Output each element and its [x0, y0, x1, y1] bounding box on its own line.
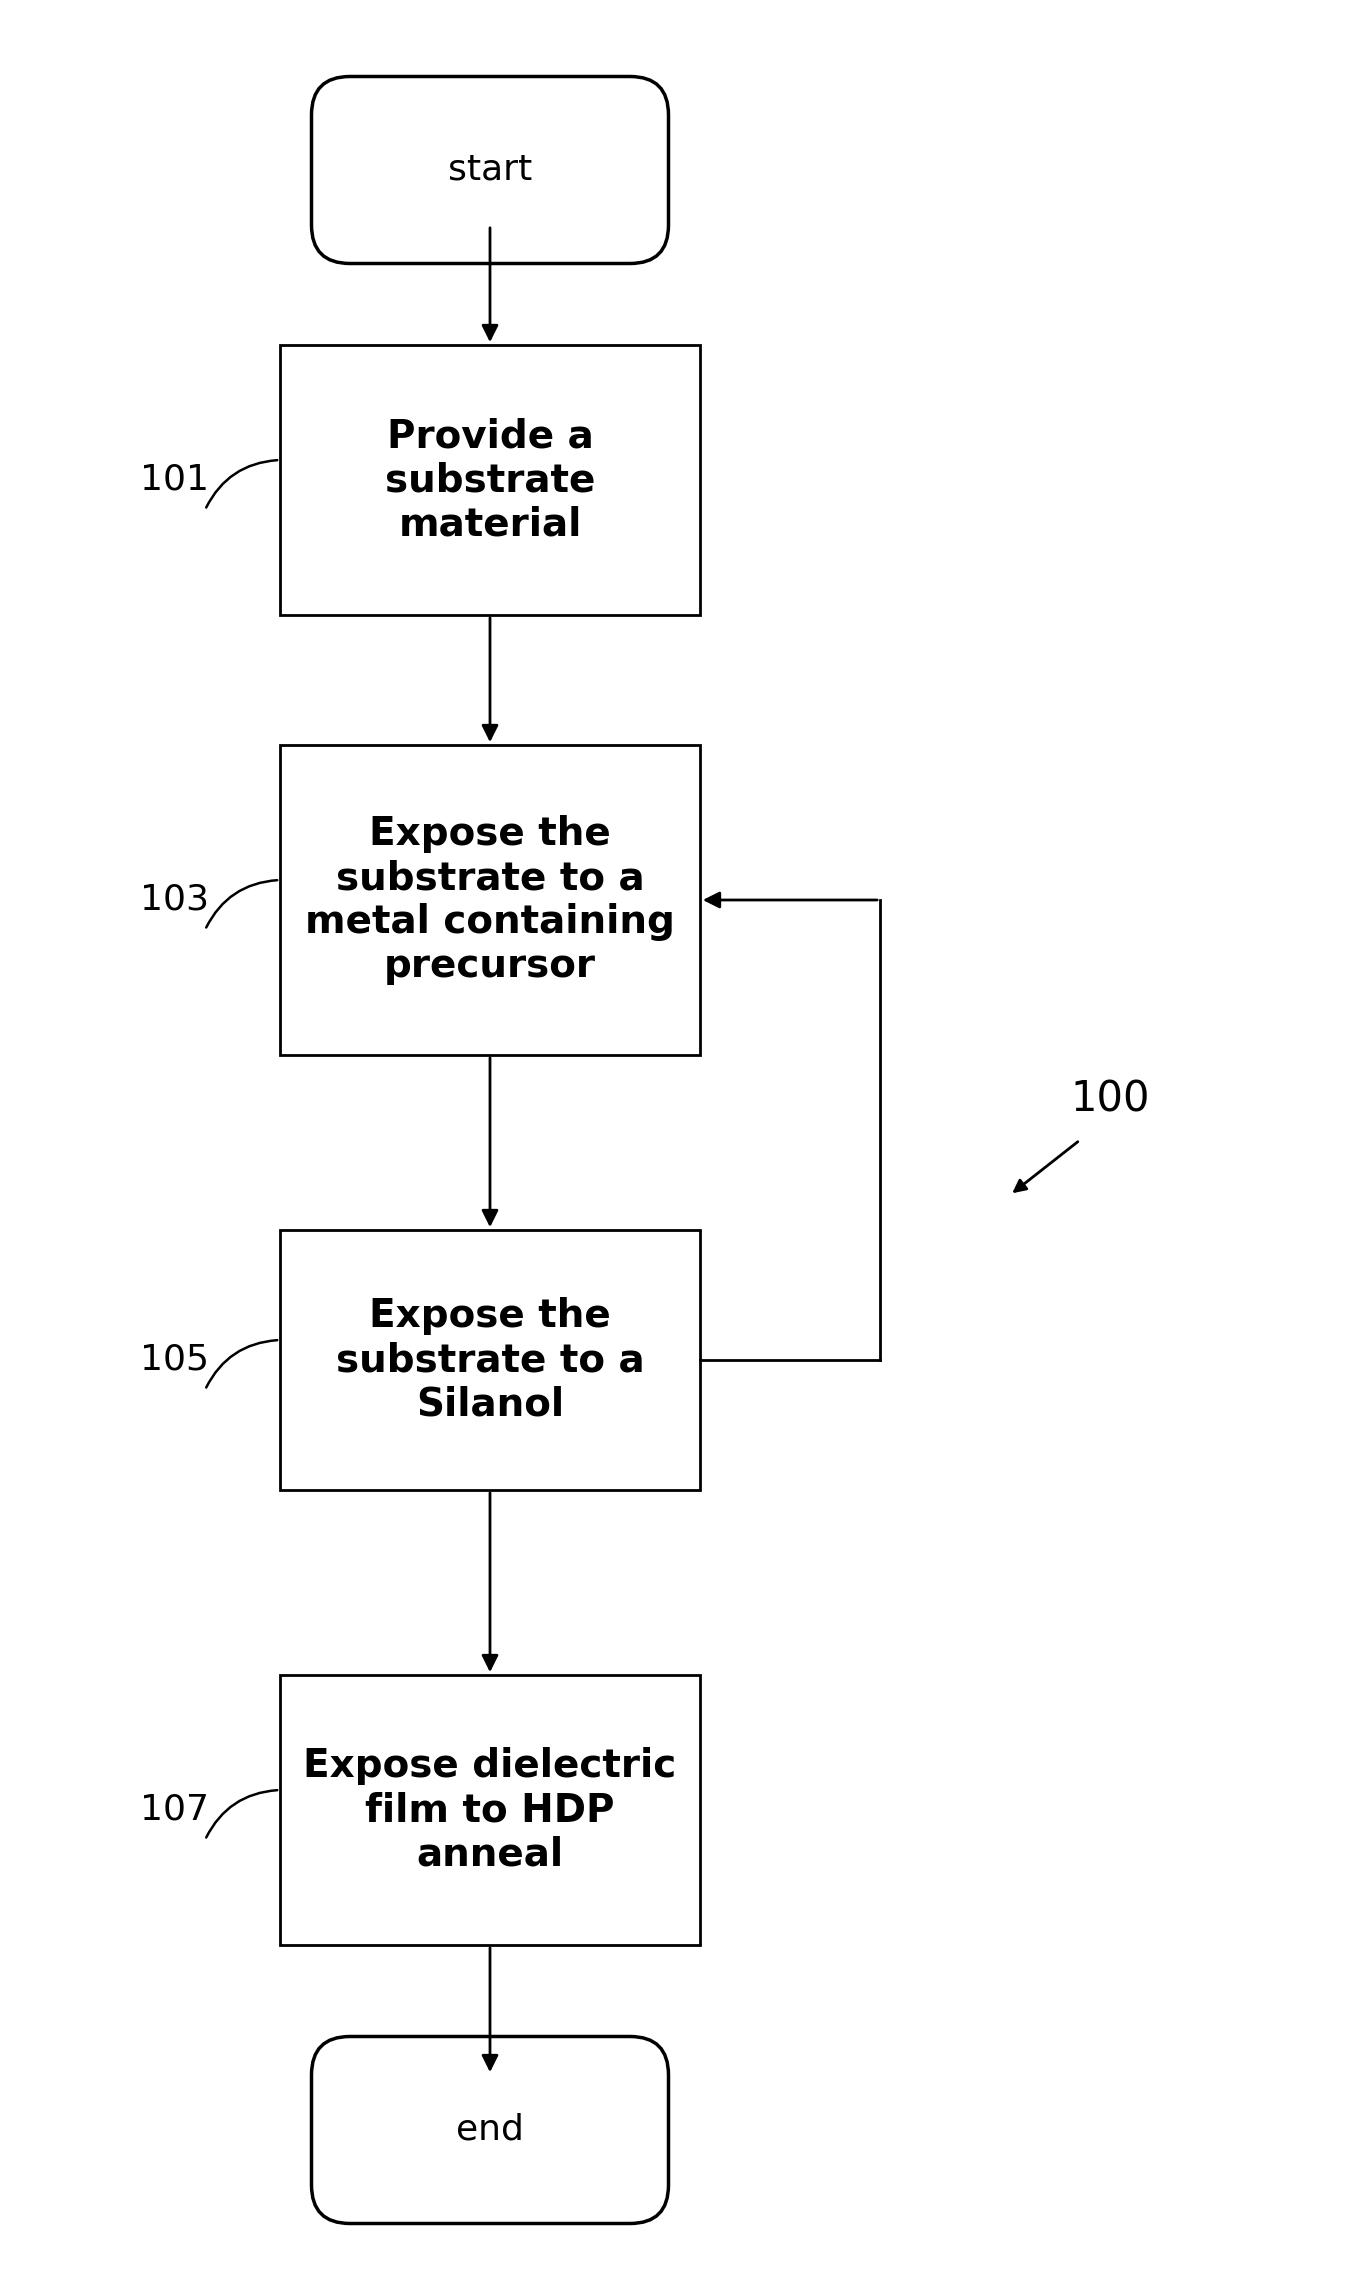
- Text: 107: 107: [140, 1794, 209, 1826]
- Text: Expose dielectric
film to HDP
anneal: Expose dielectric film to HDP anneal: [304, 1746, 677, 1874]
- Text: Expose the
substrate to a
metal containing
precursor: Expose the substrate to a metal containi…: [305, 815, 674, 986]
- Text: 105: 105: [140, 1342, 209, 1376]
- Bar: [281, 345, 700, 615]
- Bar: [281, 1676, 700, 1944]
- Text: 103: 103: [140, 883, 209, 917]
- Text: start: start: [448, 152, 532, 186]
- Text: Expose the
substrate to a
Silanol: Expose the substrate to a Silanol: [336, 1297, 645, 1424]
- Text: Provide a
substrate
material: Provide a substrate material: [384, 418, 595, 543]
- FancyBboxPatch shape: [312, 77, 669, 263]
- Text: 100: 100: [1070, 1079, 1149, 1122]
- FancyBboxPatch shape: [312, 2037, 669, 2223]
- Bar: [281, 1231, 700, 1490]
- Bar: [281, 745, 700, 1056]
- Text: 101: 101: [140, 463, 209, 497]
- Text: end: end: [456, 2112, 523, 2146]
